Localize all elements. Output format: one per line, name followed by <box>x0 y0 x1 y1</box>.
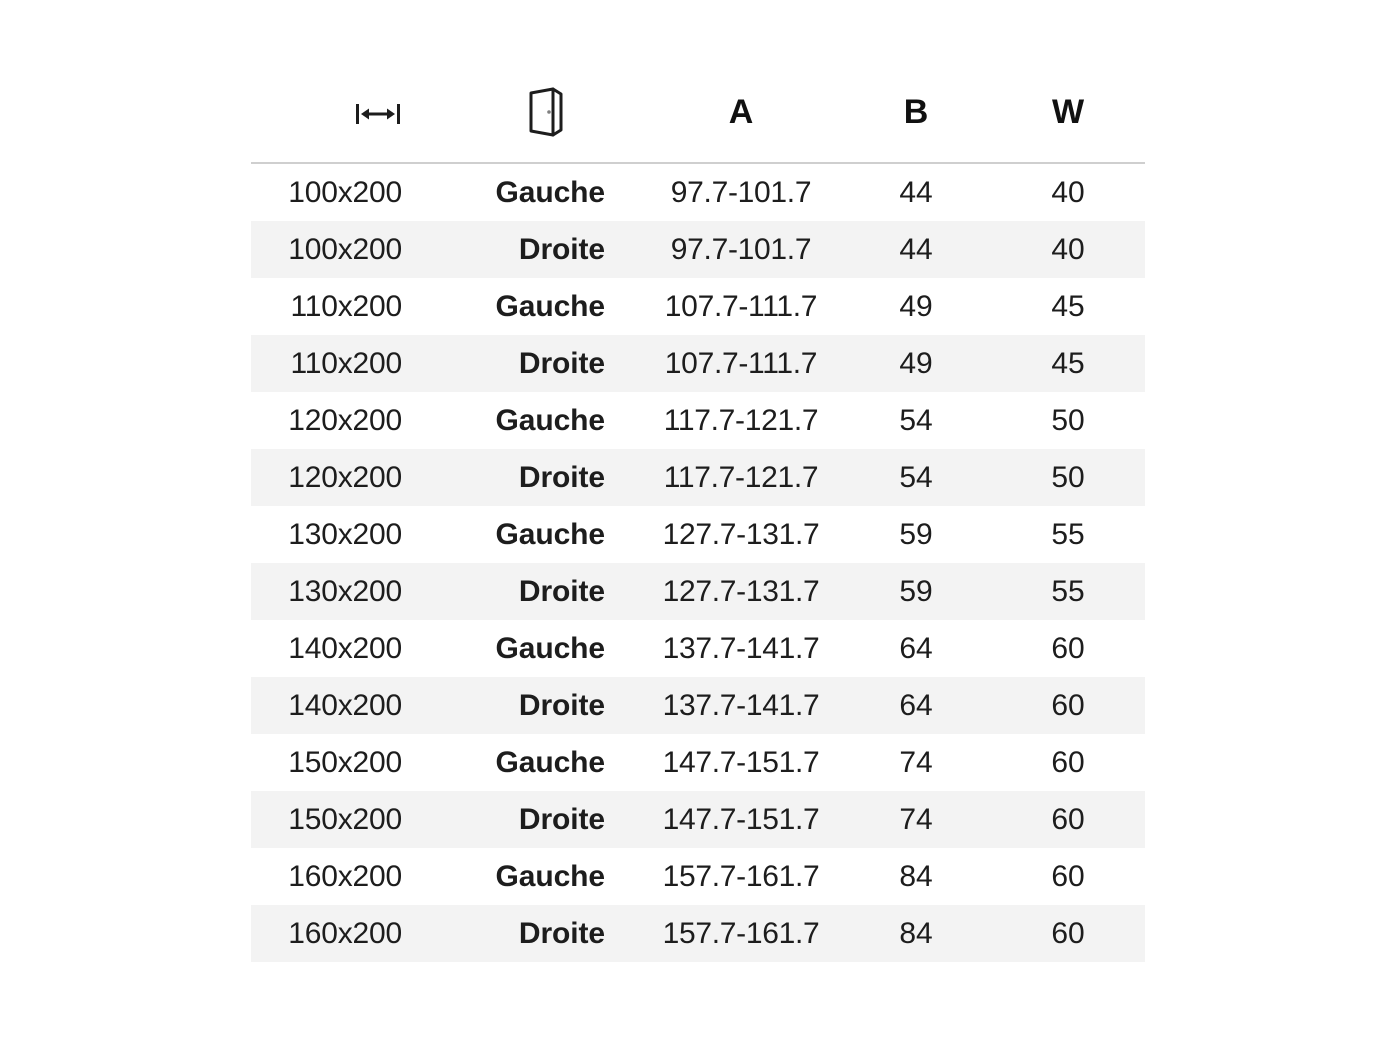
cell-size: 140x200 <box>288 688 402 722</box>
cell-a: 117.7-121.7 <box>663 403 819 437</box>
specification-table-container: A B W 100x200 Gauche 97.7-101.7 44 40 10… <box>251 62 1145 962</box>
table-row: 120x200 Droite 117.7-121.7 54 50 <box>251 449 1145 506</box>
width-measure-icon <box>354 99 402 129</box>
cell-w: 60 <box>1051 802 1085 836</box>
cell-size: 150x200 <box>288 745 402 779</box>
column-header-side <box>451 62 641 164</box>
table-row: 110x200 Droite 107.7-111.7 49 45 <box>251 335 1145 392</box>
cell-side: Gauche <box>495 289 606 323</box>
cell-side: Droite <box>518 916 605 950</box>
cell-w: 50 <box>1051 460 1085 494</box>
cell-a: 117.7-121.7 <box>663 460 819 494</box>
cell-a: 147.7-151.7 <box>662 802 820 836</box>
column-header-a: A <box>641 62 841 164</box>
table-row: 140x200 Gauche 137.7-141.7 64 60 <box>251 620 1145 677</box>
cell-w: 45 <box>1051 346 1085 380</box>
cell-a: 127.7-131.7 <box>662 574 820 608</box>
cell-b: 44 <box>899 175 933 209</box>
cell-size: 120x200 <box>288 460 402 494</box>
cell-size: 140x200 <box>288 631 402 665</box>
cell-size: 130x200 <box>288 574 402 608</box>
column-header-size <box>251 62 451 164</box>
cell-w: 60 <box>1051 745 1085 779</box>
table-row: 110x200 Gauche 107.7-111.7 49 45 <box>251 278 1145 335</box>
cell-side: Gauche <box>495 631 606 665</box>
table-row: 150x200 Droite 147.7-151.7 74 60 <box>251 791 1145 848</box>
cell-a: 157.7-161.7 <box>662 859 820 893</box>
cell-size: 100x200 <box>288 175 402 209</box>
cell-w: 60 <box>1051 859 1085 893</box>
cell-size: 130x200 <box>288 517 402 551</box>
cell-b: 59 <box>899 574 933 608</box>
cell-size: 160x200 <box>288 859 402 893</box>
cell-w: 60 <box>1051 688 1085 722</box>
cell-b: 59 <box>899 517 933 551</box>
table-row: 160x200 Gauche 157.7-161.7 84 60 <box>251 848 1145 905</box>
cell-side: Droite <box>518 688 605 722</box>
cell-w: 40 <box>1051 175 1085 209</box>
table-header-row: A B W <box>251 62 1145 164</box>
table-row: 130x200 Droite 127.7-131.7 59 55 <box>251 563 1145 620</box>
cell-b: 74 <box>899 802 933 836</box>
cell-w: 60 <box>1051 631 1085 665</box>
cell-w: 55 <box>1051 517 1085 551</box>
cell-side: Droite <box>518 346 605 380</box>
cell-a: 97.7-101.7 <box>670 232 812 266</box>
open-door-icon <box>527 87 565 137</box>
cell-size: 120x200 <box>288 403 402 437</box>
cell-a: 127.7-131.7 <box>662 517 820 551</box>
cell-side: Gauche <box>495 859 606 893</box>
cell-a: 147.7-151.7 <box>662 745 820 779</box>
cell-side: Droite <box>518 574 605 608</box>
cell-w: 60 <box>1051 916 1085 950</box>
cell-w: 50 <box>1051 403 1085 437</box>
cell-a: 97.7-101.7 <box>670 175 812 209</box>
cell-a: 107.7-111.7 <box>664 289 818 323</box>
cell-a: 107.7-111.7 <box>664 346 818 380</box>
cell-size: 160x200 <box>288 916 402 950</box>
table-row: 130x200 Gauche 127.7-131.7 59 55 <box>251 506 1145 563</box>
cell-w: 55 <box>1051 574 1085 608</box>
cell-b: 49 <box>899 289 933 323</box>
table-row: 100x200 Droite 97.7-101.7 44 40 <box>251 221 1145 278</box>
cell-size: 100x200 <box>288 232 402 266</box>
cell-side: Droite <box>518 232 605 266</box>
cell-w: 45 <box>1051 289 1085 323</box>
cell-side: Gauche <box>495 175 606 209</box>
cell-side: Droite <box>518 460 605 494</box>
table-row: 150x200 Gauche 147.7-151.7 74 60 <box>251 734 1145 791</box>
cell-b: 84 <box>899 916 933 950</box>
cell-side: Gauche <box>495 403 606 437</box>
cell-a: 137.7-141.7 <box>662 631 820 665</box>
table-body: 100x200 Gauche 97.7-101.7 44 40 100x200 … <box>251 163 1145 962</box>
table-row: 140x200 Droite 137.7-141.7 64 60 <box>251 677 1145 734</box>
column-header-b: B <box>841 62 991 164</box>
cell-side: Droite <box>518 802 605 836</box>
cell-w: 40 <box>1051 232 1085 266</box>
table-row: 160x200 Droite 157.7-161.7 84 60 <box>251 905 1145 962</box>
cell-b: 64 <box>899 688 933 722</box>
cell-b: 44 <box>899 232 933 266</box>
column-header-w: W <box>991 62 1145 164</box>
cell-side: Gauche <box>495 517 606 551</box>
cell-b: 84 <box>899 859 933 893</box>
cell-a: 157.7-161.7 <box>662 916 820 950</box>
table-row: 120x200 Gauche 117.7-121.7 54 50 <box>251 392 1145 449</box>
door-dimensions-table: A B W 100x200 Gauche 97.7-101.7 44 40 10… <box>251 62 1145 962</box>
table-row: 100x200 Gauche 97.7-101.7 44 40 <box>251 163 1145 221</box>
cell-a: 137.7-141.7 <box>662 688 820 722</box>
cell-b: 49 <box>899 346 933 380</box>
cell-size: 110x200 <box>290 289 403 323</box>
cell-size: 110x200 <box>290 346 403 380</box>
cell-b: 74 <box>899 745 933 779</box>
cell-b: 64 <box>899 631 933 665</box>
cell-b: 54 <box>899 403 933 437</box>
cell-size: 150x200 <box>288 802 402 836</box>
cell-side: Gauche <box>495 745 606 779</box>
cell-b: 54 <box>899 460 933 494</box>
table-head: A B W <box>251 62 1145 164</box>
